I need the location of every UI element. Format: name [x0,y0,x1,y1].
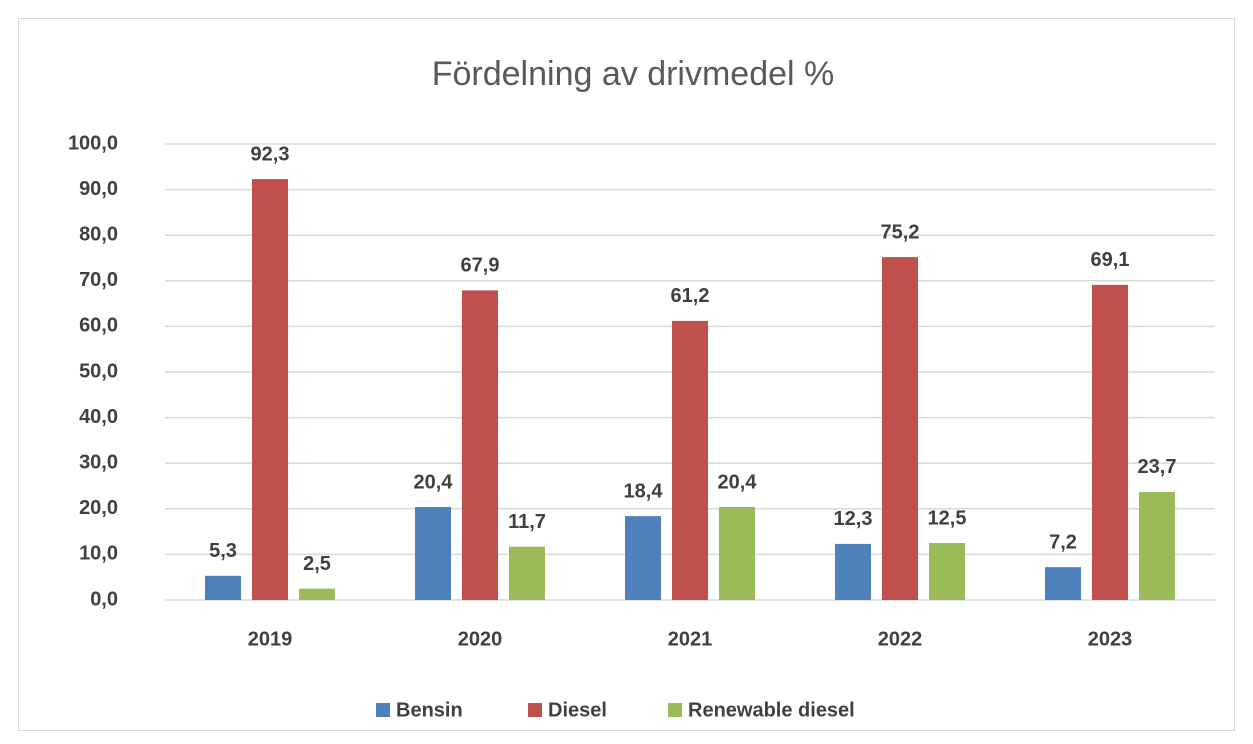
legend-swatch [376,703,390,717]
bar [1045,567,1081,600]
bar [462,290,498,600]
x-tick-label: 2023 [1088,628,1133,650]
value-label: 92,3 [251,143,290,165]
value-label: 20,4 [718,471,758,493]
legend-label: Renewable diesel [688,699,855,721]
value-label: 67,9 [461,255,500,277]
y-tick-label: 100,0 [68,132,118,154]
y-tick-label: 10,0 [79,543,118,565]
bar [1139,491,1175,600]
legend-label: Bensin [396,699,463,721]
bar [929,543,965,600]
x-tick-label: 2019 [248,628,293,650]
value-label: 61,2 [671,285,710,307]
bar [882,257,918,600]
bar [1092,284,1128,600]
bar [509,546,545,600]
value-label: 18,4 [624,480,664,502]
value-label: 11,7 [508,511,546,533]
y-tick-label: 80,0 [79,223,118,245]
y-tick-label: 50,0 [79,360,118,382]
value-label: 69,1 [1091,249,1130,271]
y-tick-label: 40,0 [79,406,118,428]
value-label: 7,2 [1049,531,1077,553]
legend-swatch [528,703,542,717]
chart-border [18,18,1235,731]
bar [672,320,708,600]
bar [625,516,661,600]
bar [415,506,451,600]
value-label: 20,4 [414,471,454,493]
y-tick-label: 60,0 [79,315,118,337]
value-label: 12,3 [834,508,873,530]
bar [835,543,871,600]
bar [299,588,335,600]
legend-label: Diesel [548,699,607,721]
x-tick-label: 2020 [458,628,503,650]
legend-swatch [668,703,682,717]
y-tick-label: 90,0 [79,178,118,200]
value-label: 23,7 [1138,456,1177,478]
bar [252,179,288,600]
y-tick-label: 30,0 [79,451,118,473]
x-tick-label: 2022 [878,628,923,650]
y-tick-label: 20,0 [79,497,118,519]
x-tick-label: 2021 [668,628,713,650]
value-label: 2,5 [303,553,331,575]
y-tick-label: 0,0 [90,588,118,610]
bar [719,506,755,600]
y-tick-label: 70,0 [79,269,118,291]
value-label: 75,2 [881,221,920,243]
bar [205,575,241,600]
value-label: 5,3 [209,540,237,562]
chart-title: Fördelning av drivmedel % [432,55,835,93]
value-label: 12,5 [928,507,967,529]
